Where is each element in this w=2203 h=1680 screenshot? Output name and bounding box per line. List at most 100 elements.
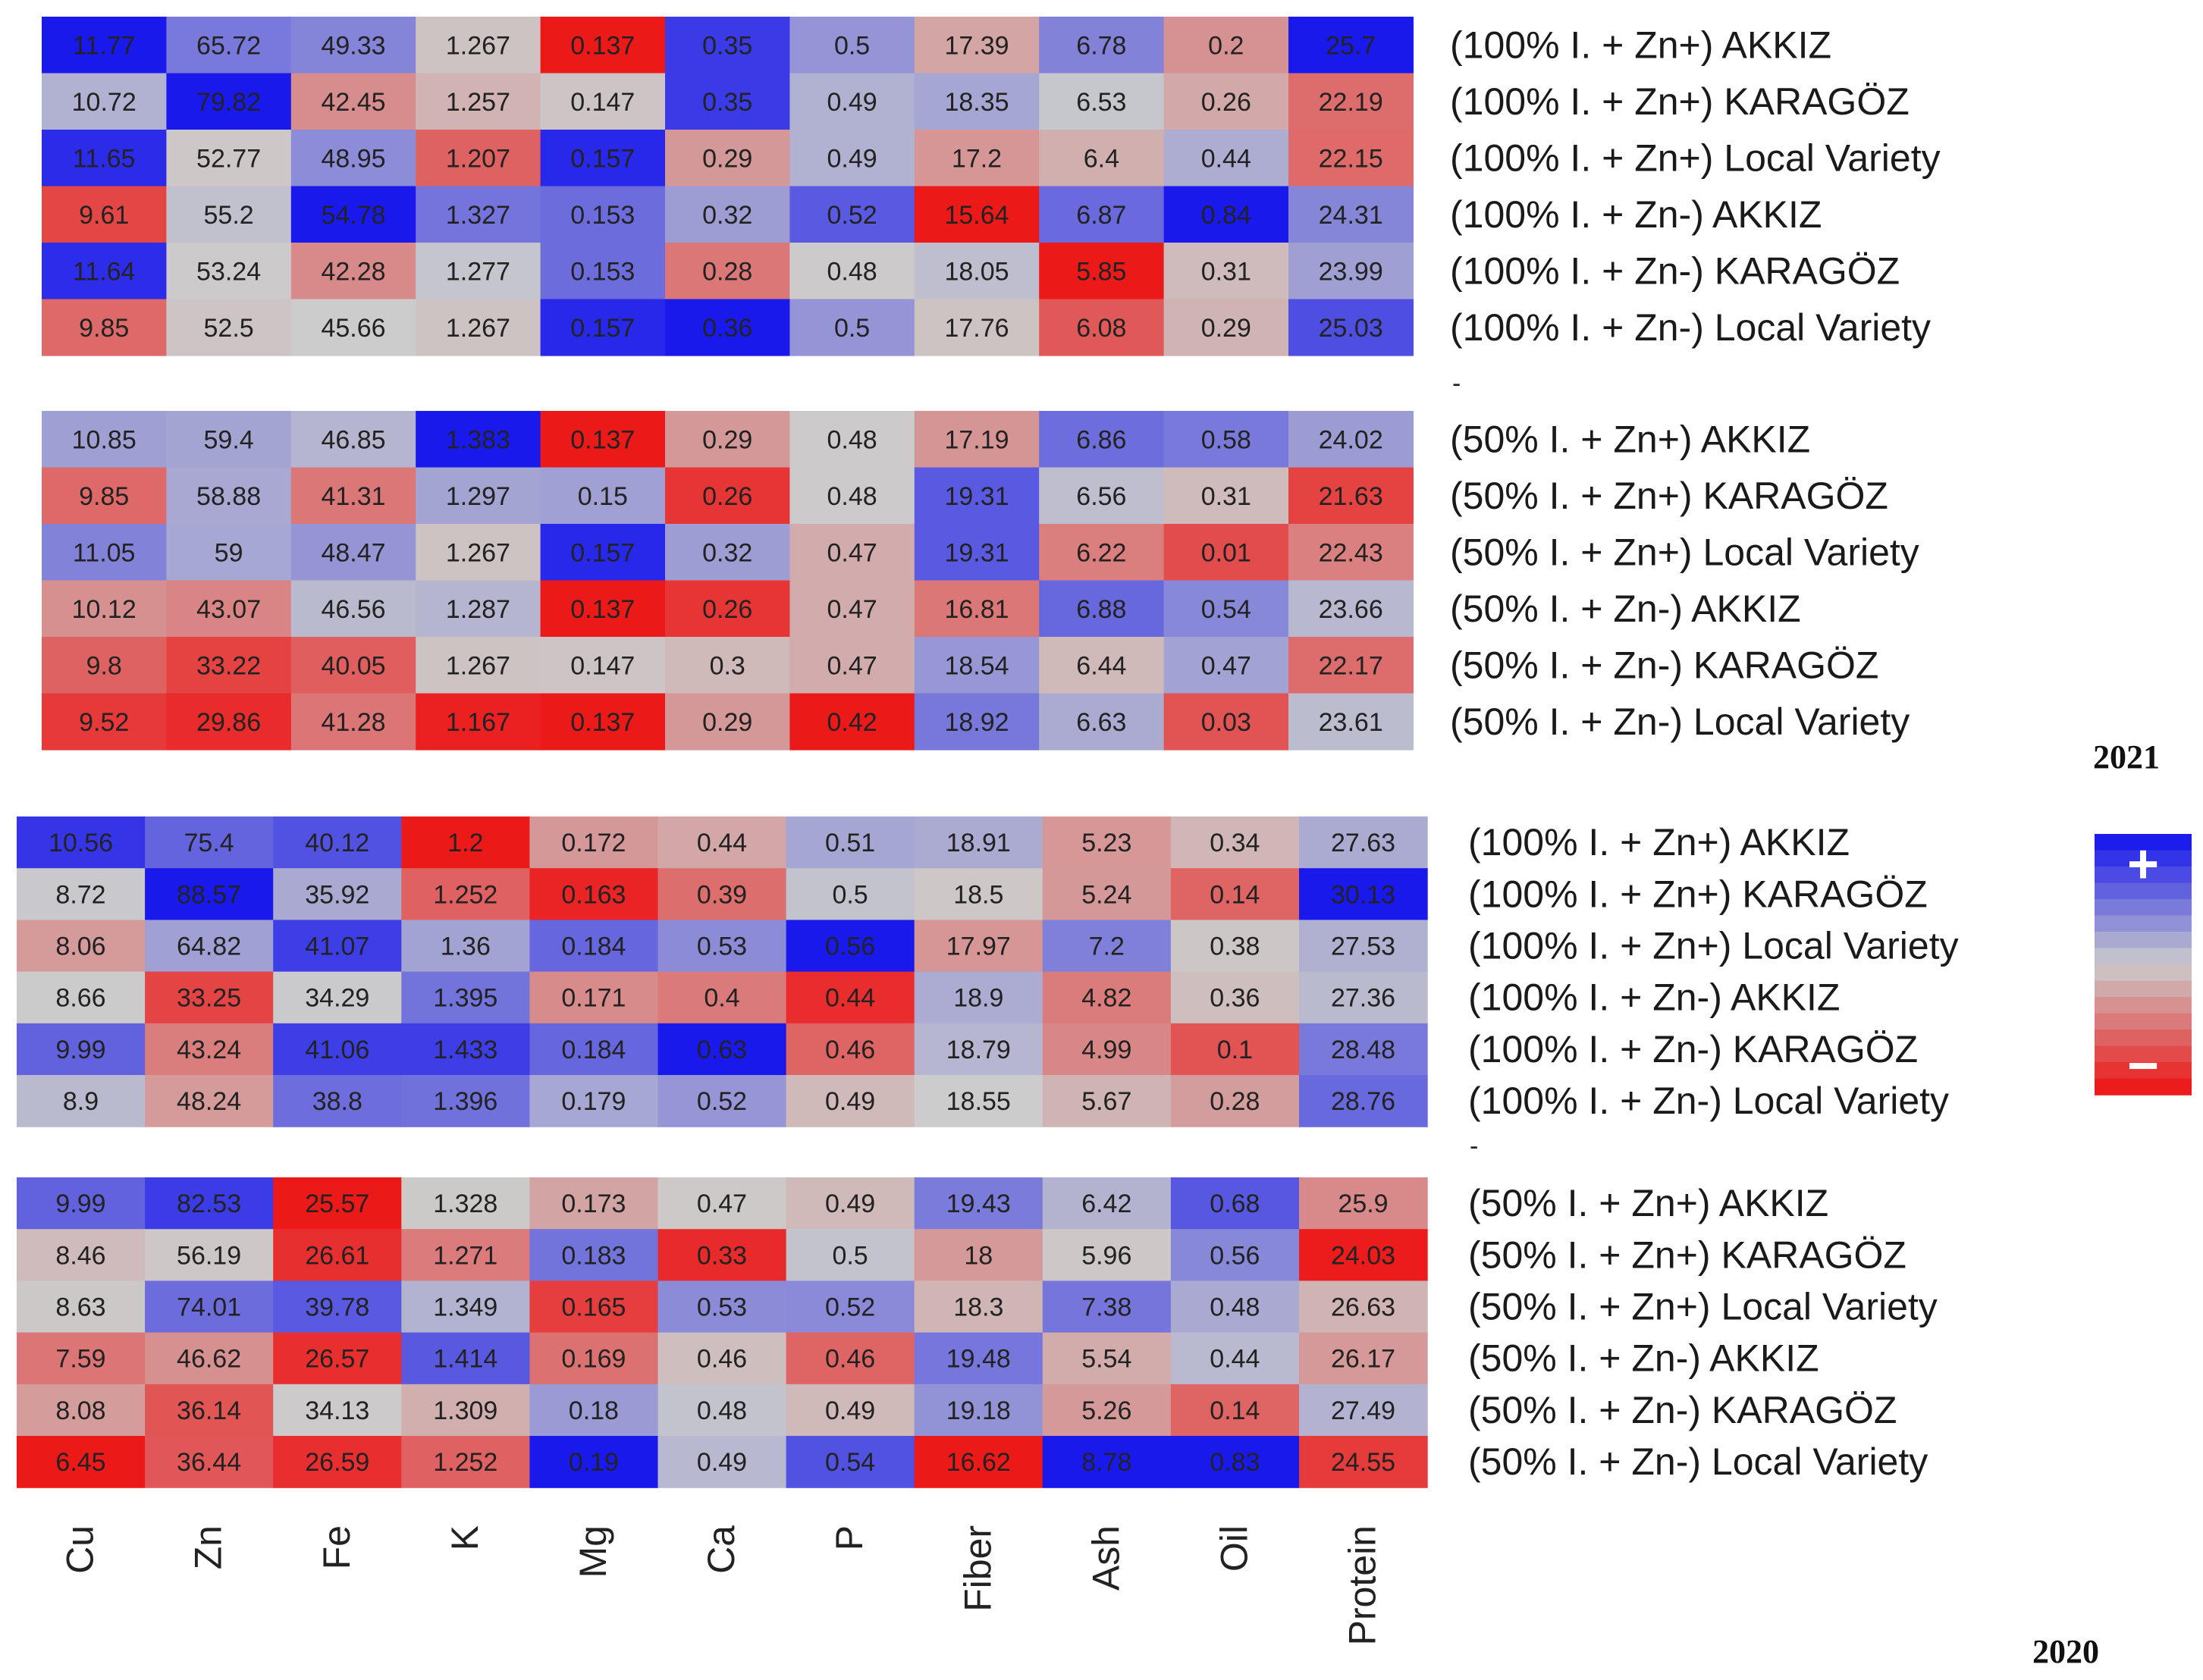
heatmap-cell (1288, 411, 1414, 469)
cell-value: 6.45 (55, 1448, 105, 1477)
heatmap-cell (789, 130, 915, 187)
cell-value: 8.9 (63, 1087, 99, 1116)
cell-value: 11.64 (73, 257, 136, 286)
heatmap-cell (166, 243, 292, 300)
heatmap-cell (273, 1177, 402, 1230)
group-separator-mark: - (1470, 1132, 1478, 1161)
row-label: (100% I. + Zn+) KARAGÖZ (1468, 873, 1928, 915)
heatmap-cell (789, 411, 915, 469)
heatmap-cell (416, 186, 541, 243)
heatmap-row: 8.9 48.24 38.8 1.396 0.179 0.52 0.49 18.55 5.67 0… (17, 1075, 1949, 1127)
cell-value: 9.61 (79, 201, 129, 230)
cell-value: 75.4 (184, 829, 234, 857)
heatmap-row: 11.77 65.72 49.33 1.267 0.137 0.35 0.5 17.39 6.7… (42, 17, 1831, 74)
heatmap-cell (1163, 693, 1289, 751)
heatmap-cell (914, 243, 1040, 300)
cell-value: 0.29 (702, 708, 752, 737)
cell-value: 0.46 (825, 1036, 875, 1064)
cell-value: 1.267 (446, 31, 510, 60)
cell-value: 0.5 (832, 880, 868, 909)
heatmap-cell (1039, 243, 1165, 300)
heatmap-cell (540, 411, 666, 469)
cell-value: 17.2 (952, 144, 1002, 173)
cell-value: 0.137 (570, 595, 635, 624)
heatmap-cell (914, 411, 1040, 469)
heatmap-cell (1163, 186, 1289, 243)
heatmap-cell (657, 1280, 787, 1334)
cell-value: 0.47 (827, 538, 877, 567)
heatmap-cell (1170, 868, 1300, 920)
cell-value: 0.54 (1201, 595, 1251, 624)
heatmap-cell (1042, 1023, 1172, 1076)
cell-value: 19.43 (946, 1189, 1011, 1218)
cell-value: 23.99 (1319, 257, 1383, 286)
legend-swatch (2095, 867, 2192, 884)
row-group: 10.85 59.4 46.85 1.383 0.137 0.29 0.48 17.19 6.8… (42, 411, 1919, 751)
heatmap-cell (789, 186, 915, 243)
cell-value: 0.28 (702, 257, 752, 286)
cell-value: 17.97 (946, 932, 1011, 961)
heatmap-cell (914, 1436, 1043, 1488)
heatmap-cell (273, 1332, 402, 1385)
heatmap-cell (665, 130, 790, 187)
heatmap-cell (273, 1384, 402, 1437)
heatmap-cell (540, 580, 666, 638)
legend-swatch (2095, 915, 2192, 932)
heatmap-cell (914, 467, 1040, 525)
heatmap-row: 8.66 33.25 34.29 1.395 0.171 0.4 0.44 18.9 4.82 0… (17, 971, 1840, 1024)
cell-value: 0.26 (702, 595, 752, 624)
cell-value: 0.169 (561, 1345, 626, 1374)
heatmap-cell (789, 637, 915, 694)
heatmap-cell (166, 186, 292, 243)
cell-value: 38.8 (312, 1087, 362, 1116)
cell-value: 1.383 (446, 425, 510, 454)
heatmap-cell (1042, 1075, 1172, 1127)
heatmap-row: 8.72 88.57 35.92 1.252 0.163 0.39 0.5 18.5 5.24 0… (17, 868, 1928, 920)
cell-value: 0.147 (570, 651, 635, 680)
heatmap-cell (401, 1436, 530, 1488)
cell-value: 1.327 (446, 201, 510, 230)
heatmap-cell (1163, 467, 1289, 525)
heatmap-cell (273, 971, 402, 1024)
heatmap-row: 8.46 56.19 26.61 1.271 0.183 0.33 0.5 18 5.96 0.5… (17, 1229, 1906, 1281)
heatmap-cell (1288, 186, 1414, 243)
cell-value: 0.32 (702, 201, 752, 230)
cell-value: 0.32 (702, 538, 752, 567)
cell-value: 22.19 (1319, 88, 1383, 117)
heatmap-cell (1042, 868, 1172, 920)
cell-value: 0.35 (702, 88, 752, 117)
column-label: Protein (1342, 1525, 1384, 1645)
cell-value: 0.63 (697, 1036, 747, 1064)
cell-value: 26.61 (305, 1241, 369, 1270)
heatmap-cell (1039, 73, 1165, 130)
row-label: (50% I. + Zn+) Local Variety (1468, 1286, 1938, 1328)
cell-value: 0.137 (570, 425, 635, 454)
cell-value: 23.61 (1319, 708, 1383, 737)
heatmap-cell (166, 524, 292, 581)
cell-value: 5.23 (1081, 829, 1131, 857)
heatmap-cell (416, 411, 541, 469)
cell-value: 36.14 (177, 1396, 241, 1425)
heatmap-cell (529, 868, 659, 920)
row-label: (50% I. + Zn-) Local Variety (1468, 1440, 1928, 1483)
cell-value: 1.252 (433, 880, 497, 909)
cell-value: 1.271 (433, 1241, 497, 1270)
cell-value: 22.17 (1319, 651, 1383, 680)
heatmap-cell (657, 1332, 787, 1385)
heatmap-cell (789, 693, 915, 751)
row-label: (100% I. + Zn-) KARAGÖZ (1450, 249, 1900, 292)
heatmap-cell (1039, 299, 1165, 356)
heatmap-cell (145, 1332, 274, 1385)
cell-value: 6.86 (1076, 425, 1126, 454)
heatmap-cell (1299, 868, 1428, 920)
cell-value: 43.07 (196, 595, 261, 624)
heatmap-cell (914, 186, 1040, 243)
heatmap-row: 8.63 74.01 39.78 1.349 0.165 0.53 0.52 18.3 7.38… (17, 1280, 1938, 1334)
heatmap-cell (42, 299, 167, 356)
cell-value: 0.33 (697, 1241, 747, 1270)
cell-value: 46.62 (177, 1345, 241, 1374)
heatmap-cell (273, 1436, 402, 1488)
cell-value: 5.26 (1081, 1396, 1131, 1425)
cell-value: 0.49 (827, 88, 877, 117)
cell-value: 0.52 (697, 1087, 747, 1116)
